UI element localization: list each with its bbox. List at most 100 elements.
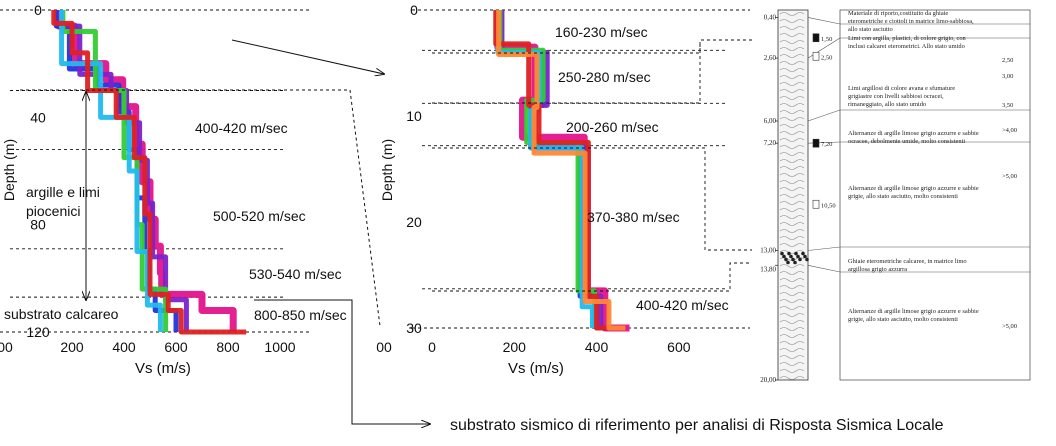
chart1-grid xyxy=(0,9,310,333)
borehole-log: 0,40 2,60 6,00 7,20 13,00 13,80 20,00 Material… xyxy=(760,9,1031,384)
gravel-dot xyxy=(801,251,805,256)
log-layer-description: Alternanze di argille limose grigio azzu… xyxy=(848,130,979,145)
log-hatch xyxy=(779,299,805,303)
chart2-annotation-250-280: 250-280 m/sec xyxy=(558,69,651,85)
log-hatch xyxy=(779,236,805,240)
log-sample-marker xyxy=(812,33,820,43)
log-hatch xyxy=(779,96,805,100)
chart1-annotation-500-520: 500-520 m/sec xyxy=(213,208,306,224)
chart1-x-tick-label: 1000 xyxy=(264,339,295,355)
chart1-substrate-label: substrato calcareo xyxy=(4,306,119,322)
log-hatch xyxy=(779,54,805,58)
log-hatch xyxy=(779,271,805,275)
log-hatch xyxy=(779,110,805,114)
chart2-series-line-0 xyxy=(494,10,630,332)
chart1-x-axis-label: Vs (m/s) xyxy=(135,360,191,377)
chart1-series-group xyxy=(51,10,247,335)
chart1-annotation-530-540: 530-540 m/sec xyxy=(249,266,342,282)
log-layer-connector xyxy=(807,17,841,25)
chart1-x-tick-label: 200 xyxy=(60,339,84,355)
gravel-dot xyxy=(793,260,797,265)
log-hatch xyxy=(779,194,805,198)
log-hatch xyxy=(779,348,805,352)
log-hatch xyxy=(779,159,805,163)
chart2-y-tick-label: 0 xyxy=(410,2,418,18)
connector-dashed-1 xyxy=(432,39,752,54)
chart2-y-axis-label: Depth (m) xyxy=(379,139,395,201)
log-hatch xyxy=(779,376,805,380)
footer-caption: substrato sismico di riferimento per ana… xyxy=(450,417,944,434)
zoom-connector-arrow xyxy=(231,39,384,74)
caption-pointer-arrow xyxy=(254,299,430,424)
log-depth-label: 6,00 xyxy=(764,117,777,125)
chart1-x-ticks: 00 200 400 600 800 1000 xyxy=(0,339,296,355)
connector-dashed-2 xyxy=(432,42,701,104)
log-hatch xyxy=(779,243,805,247)
log-hatch xyxy=(779,117,805,121)
chart1-y-ticks: 0 40 80 120 xyxy=(26,2,50,340)
gravel-dot xyxy=(786,260,790,265)
chart2-series-line-2 xyxy=(499,10,614,331)
chart2-series-group xyxy=(493,10,630,332)
log-hatch xyxy=(779,369,805,373)
gravel-dot xyxy=(787,251,791,256)
log-hatch xyxy=(779,68,805,72)
log-layer-connector xyxy=(807,109,841,122)
log-hatch xyxy=(779,327,805,331)
log-hatch xyxy=(779,19,805,23)
log-hatch xyxy=(779,292,805,296)
chart2-x-tick-label: 200 xyxy=(503,339,527,355)
log-hatch xyxy=(779,33,805,37)
log-layer-description: Limi con argilla, plastici, di colore gr… xyxy=(848,35,967,50)
log-hatch xyxy=(779,61,805,65)
log-layer-description: Alternanze di argille limose grigio azzu… xyxy=(848,308,979,323)
borehole-log-depth-labels: 0,40 2,60 6,00 7,20 13,00 13,80 20,00 xyxy=(760,13,778,384)
log-hatch xyxy=(779,201,805,205)
log-sample-value: 3,00 xyxy=(1002,73,1013,80)
log-hatch xyxy=(779,341,805,345)
chart2-y-tick-label: 20 xyxy=(406,214,422,230)
log-sample-value: >4,00 xyxy=(1002,127,1017,134)
chart2-annotation-400-420: 400-420 m/sec xyxy=(636,297,729,313)
gravel-dot xyxy=(796,254,800,259)
chart1-series-line-2 xyxy=(57,10,189,332)
chart2-x-axis-label: Vs (m/s) xyxy=(508,360,564,377)
log-depth-label: 7,20 xyxy=(764,139,777,147)
chart2-annotation-160-230: 160-230 m/sec xyxy=(555,24,648,40)
borehole-log-column xyxy=(777,9,809,381)
log-sample-value: >5,00 xyxy=(1002,323,1017,330)
log-sample-marker xyxy=(812,51,820,61)
log-layer-connector xyxy=(807,246,841,251)
chart1-x-tick-label: 00 xyxy=(0,339,13,355)
chart1-annotation-400-420: 400-420 m/sec xyxy=(195,120,288,136)
log-hatch xyxy=(779,166,805,170)
chart2-x-tick-label: 00 xyxy=(376,339,392,355)
log-hatch xyxy=(779,138,805,142)
log-sample-label: 7,20 xyxy=(821,141,832,148)
log-hatch xyxy=(779,124,805,128)
chart1-x-tick-label: 400 xyxy=(112,339,136,355)
log-hatch xyxy=(779,313,805,317)
log-hatch xyxy=(779,180,805,184)
connector-dashed-3 xyxy=(432,147,752,251)
chart2-y-ticks: 0 10 20 30 xyxy=(406,2,422,336)
gravel-dot xyxy=(782,254,786,259)
log-hatch xyxy=(779,89,805,93)
gravel-dot xyxy=(803,254,807,259)
chart1-y-tick-label: 80 xyxy=(30,217,46,233)
log-sample-label: 2,50 xyxy=(821,54,832,61)
chart1-y-tick-label: 40 xyxy=(30,109,46,125)
log-hatch xyxy=(779,215,805,219)
chart2-y-tick-label: 10 xyxy=(406,108,422,124)
log-sample-value: >5,00 xyxy=(1002,173,1017,180)
log-layer-description: Ghiaie eterometriche calcaree, in matric… xyxy=(848,258,967,273)
log-depth-label: 0,40 xyxy=(764,13,777,21)
gravel-dot xyxy=(798,257,802,262)
chart1-x-tick-label: 800 xyxy=(216,339,240,355)
log-depth-label: 13,80 xyxy=(760,265,776,273)
chart1-annotation-800-850: 800-850 m/sec xyxy=(254,307,347,323)
log-sample-value: 2,50 xyxy=(1002,57,1013,64)
log-hatch xyxy=(779,26,805,30)
gravel-dot xyxy=(805,257,809,262)
